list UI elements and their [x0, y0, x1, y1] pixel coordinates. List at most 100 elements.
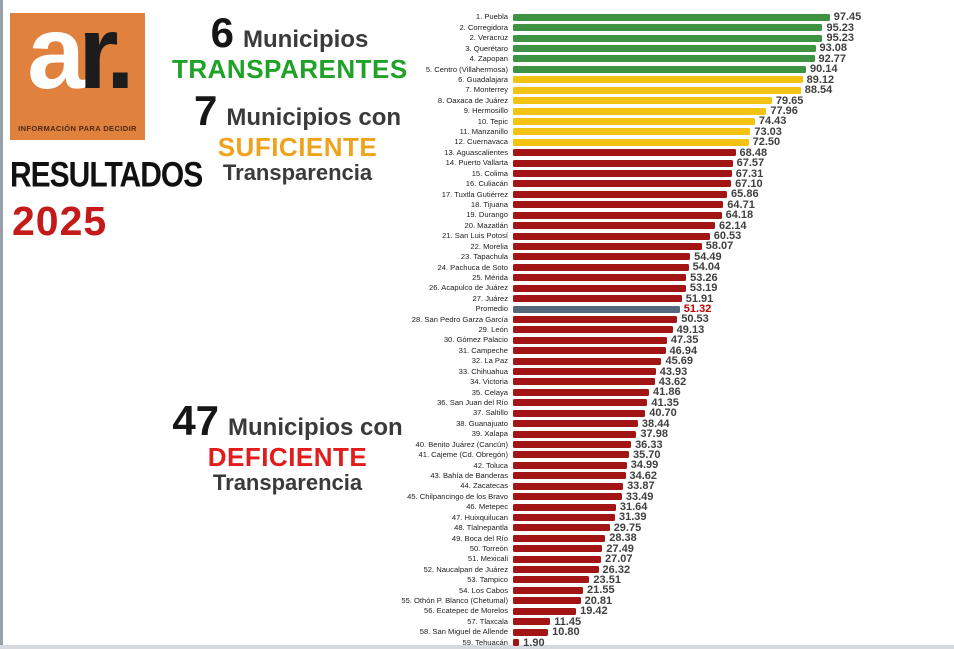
label-deficiente: Municipios con — [228, 414, 403, 441]
chart-row-label: 25. Mérida — [472, 272, 508, 282]
chart-row-value: 64.71 — [727, 198, 755, 211]
chart-row-label: 39. Xalapa — [471, 429, 508, 439]
chart-row-label: 40. Benito Juárez (Cancún) — [415, 439, 508, 449]
chart-row-label: 2. Veracruz — [469, 33, 508, 43]
chart-row-bar — [513, 86, 801, 94]
chart-row-value: 31.64 — [619, 501, 648, 514]
chart-row-bar — [513, 545, 603, 553]
annotation-suficiente-line1: 7 Municipios con — [190, 87, 405, 134]
chart-row-label: 7. Monterrey — [465, 85, 508, 95]
chart-row-bar — [513, 253, 691, 261]
left-border — [0, 0, 3, 649]
chart-row-value: 26.32 — [602, 563, 631, 576]
chart-row: 19. Durango 64.18 — [0, 209, 954, 222]
chart-row: 43. Bahía de Banderas 34.62 — [0, 470, 954, 481]
chart-row: 15. Colima 67.31 — [0, 167, 954, 180]
chart-row: 14. Puerto Vallarta 67.57 — [0, 157, 954, 170]
chart-row-bar — [513, 336, 667, 344]
chart-row: 44. Zacatecas 33.87 — [0, 481, 954, 492]
highlight-transparentes: TRANSPARENTES — [172, 54, 408, 84]
chart-row-value: 93.08 — [819, 42, 848, 55]
chart-row: 27. Juárez 51.91 — [0, 292, 954, 305]
chart-row-bar — [513, 326, 673, 334]
ar-logo-wordmark: ar. — [10, 13, 145, 116]
chart-row-value: 88.54 — [804, 84, 833, 97]
chart-row-value: 34.99 — [630, 459, 659, 472]
chart-row: 34. Victoria 43.62 — [0, 376, 954, 387]
chart-row: 41. Cajeme (Cd. Obregón) 35.70 — [0, 449, 954, 460]
chart-row-bar — [513, 24, 823, 32]
chart-row-label: 8. Oaxaca de Juárez — [437, 95, 508, 105]
chart-row-value: 53.26 — [690, 271, 718, 284]
chart-row: 2. Corregidora 95.23 — [0, 21, 954, 34]
chart-row-label: 13. Aguascalientes — [444, 147, 508, 157]
chart-row-label: 41. Cajeme (Cd. Obregón) — [418, 450, 508, 460]
chart-row-label: 59. Tehuacán — [462, 637, 508, 647]
chart-row-value: 37.98 — [640, 428, 668, 441]
chart-row-label: 43. Bahía de Banderas — [430, 470, 508, 480]
chart-row-label: 17. Tuxtla Gutiérrez — [441, 189, 508, 199]
chart-row-bar — [513, 493, 622, 501]
chart-row-value: 46.94 — [669, 344, 698, 357]
chart-row-value: 31.39 — [619, 511, 647, 524]
chart-row-value: 54.49 — [694, 250, 722, 263]
chart-row-bar — [513, 482, 624, 490]
chart-row-bar — [513, 639, 520, 647]
chart-row-bar — [513, 211, 722, 219]
chart-row-bar — [513, 566, 599, 574]
chart-row: 26. Acapulco de Juárez 53.19 — [0, 283, 954, 294]
chart-row-value: 92.77 — [818, 52, 847, 65]
chart-row: 53. Tampico 23.51 — [0, 573, 954, 586]
chart-row-value: 67.31 — [735, 167, 764, 180]
chart-row: 42. Toluca 34.99 — [0, 459, 954, 472]
chart-row-label: 47. Huixquilucan — [451, 512, 508, 522]
chart-row-value: 65.86 — [731, 188, 759, 201]
chart-row: 37. Saltillo 40.70 — [0, 407, 954, 420]
chart-row-value: 67.57 — [736, 157, 765, 170]
chart-row-value: 77.96 — [770, 105, 798, 117]
chart-row-label: 15. Colima — [471, 168, 508, 178]
chart-row: 3. Querétaro 93.08 — [0, 42, 954, 55]
chart-row-bar — [513, 274, 687, 282]
chart-row-label: 5. Centro (Villahermosa) — [425, 64, 508, 74]
chart-row-bar — [513, 451, 630, 459]
chart-row: 36. San Juan del Río 41.35 — [0, 397, 954, 408]
count-suficiente: 7 — [193, 87, 218, 134]
chart-row: 55. Othón P. Blanco (Chetumal) 20.81 — [0, 595, 954, 606]
chart-row-label: 54. Los Cabos — [459, 585, 508, 595]
chart-row-value: 51.91 — [685, 292, 714, 305]
chart-row-bar — [513, 138, 749, 146]
chart-row-label: 19. Durango — [466, 210, 508, 220]
chart-row-value: 43.93 — [659, 365, 688, 378]
chart-row: 25. Mérida 53.26 — [0, 271, 954, 284]
chart-row-label: 10. Tepic — [477, 116, 508, 126]
chart-row-label: 51. Mexicali — [467, 554, 508, 564]
chart-row-value: 41.86 — [653, 386, 681, 399]
logo-letter-a: a — [27, 13, 85, 111]
chart-row-bar — [513, 149, 736, 157]
chart-row-value: 67.10 — [735, 177, 763, 190]
annotation-suficiente: 7 Municipios con SUFICIENTE Transparenci… — [190, 87, 405, 184]
chart-row-bar — [513, 441, 632, 448]
chart-row-value: 40.70 — [649, 407, 677, 420]
chart-row-value: 23.51 — [593, 573, 621, 586]
chart-row: 10. Tepic 74.43 — [0, 115, 954, 128]
chart-row-bar — [513, 170, 732, 178]
chart-row-bar — [513, 378, 655, 386]
chart-row-bar — [513, 263, 689, 271]
chart-row-bar — [513, 190, 728, 198]
chart-row-bar — [513, 242, 702, 250]
chart-row-label: 44. Zacatecas — [460, 481, 508, 491]
chart-row-label: 42. Toluca — [473, 460, 508, 470]
chart-row-value: 95.23 — [826, 21, 855, 34]
chart-row-label: 36. San Juan del Río — [437, 398, 508, 408]
chart-row: 11. Manzanillo 73.03 — [0, 126, 954, 137]
chart-row-value: 97.45 — [833, 11, 862, 24]
chart-row-label: 23. Tapachula — [460, 252, 508, 262]
chart-row-value: 74.43 — [758, 115, 787, 128]
ar-logo: ar. INFORMACIÓN PARA DECIDIR — [10, 13, 145, 140]
chart-row: 8. Oaxaca de Juárez 79.65 — [0, 95, 954, 106]
chart-row-bar — [513, 399, 648, 407]
chart-row-value: 64.18 — [725, 209, 754, 222]
chart-row-label: 48. Tlalnepantla — [454, 523, 508, 533]
